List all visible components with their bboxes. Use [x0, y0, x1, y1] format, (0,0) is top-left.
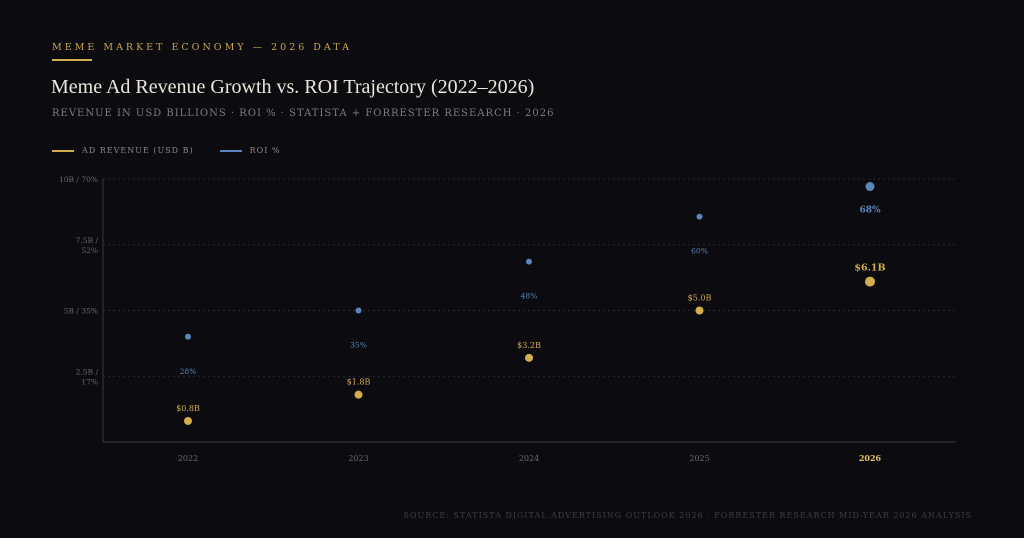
roi-point: [865, 182, 875, 192]
revenue-data-label: $0.8B: [176, 404, 200, 413]
revenue-point: [865, 276, 875, 287]
x-tick-label: 2023: [348, 454, 368, 463]
roi-point: [355, 307, 362, 314]
x-tick-label: 2026: [859, 453, 882, 463]
legend-label-revenue: AD REVENUE (USD B): [82, 146, 194, 155]
legend-swatch-revenue: [52, 149, 74, 152]
roi-point: [526, 258, 532, 265]
revenue-data-label: $1.8B: [347, 378, 371, 387]
roi-point: [696, 213, 703, 220]
roi-data-label: 48%: [521, 292, 538, 301]
legend-item-revenue: AD REVENUE (USD B): [52, 146, 194, 155]
revenue-data-label: $3.2B: [517, 341, 541, 350]
roi-data-label: 35%: [350, 341, 367, 350]
legend-swatch-roi: [219, 149, 242, 152]
revenue-data-label: $5.0B: [688, 294, 712, 303]
x-tick-label: 2024: [519, 454, 539, 463]
roi-data-label: 28%: [180, 367, 197, 376]
x-tick-label: 2025: [689, 454, 709, 463]
chart-legend: AD REVENUE (USD B) ROI %: [52, 146, 307, 155]
y-tick-label: 2.5B /17%: [76, 367, 99, 386]
y-tick-label: 5B / 35%: [64, 307, 98, 316]
revenue-point: [184, 416, 192, 425]
legend-item-roi: ROI %: [219, 146, 281, 155]
revenue-point: [695, 306, 704, 315]
roi-data-label: 60%: [691, 247, 708, 256]
y-tick-label: 10B / 70%: [59, 175, 98, 184]
roi-point: [185, 333, 191, 340]
roi-data-label: 68%: [859, 206, 881, 216]
kicker-underline: [52, 59, 92, 61]
source-note: SOURCE: STATISTA DIGITAL ADVERTISING OUT…: [403, 511, 972, 520]
revenue-point: [525, 353, 533, 362]
chart-kicker: MEME MARKET ECONOMY — 2026 DATA: [52, 42, 352, 53]
chart-title: Meme Ad Revenue Growth vs. ROI Trajector…: [51, 76, 535, 98]
revenue-data-label: $6.1B: [854, 263, 885, 274]
legend-label-roi: ROI %: [249, 146, 281, 155]
chart-subtitle: REVENUE IN USD BILLIONS · ROI % · STATIS…: [52, 108, 555, 119]
y-tick-label: 7.5B /52%: [76, 236, 99, 255]
revenue-point: [354, 390, 363, 399]
x-tick-label: 2022: [178, 454, 198, 463]
